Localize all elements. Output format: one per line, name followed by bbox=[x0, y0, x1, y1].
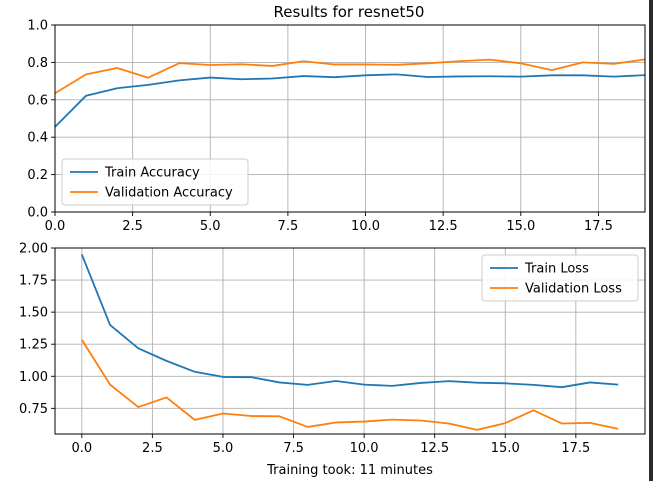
plot2-axes-frame bbox=[54, 247, 646, 435]
plot2-x-tick-label: 5.0 bbox=[213, 441, 234, 456]
plot1-y-tick-label: 0.0 bbox=[27, 206, 48, 221]
plot1-y-tick-label: 0.2 bbox=[27, 168, 48, 183]
plot2-legend-box bbox=[481, 254, 639, 302]
plot1-y-tick-label: 0.6 bbox=[27, 93, 48, 108]
plot1-x-tick-label: 2.5 bbox=[122, 219, 143, 234]
plot1-x-tick-label: 17.5 bbox=[584, 219, 613, 234]
plot1-legend-box bbox=[61, 158, 249, 206]
plot2-y-tick-label: 1.00 bbox=[19, 370, 48, 385]
plot1-y-tick-label: 0.8 bbox=[27, 56, 48, 71]
plot1-series-line-validation-accuracy bbox=[55, 58, 645, 95]
plot2-y-tick-label: 2.00 bbox=[19, 242, 48, 257]
plot1-x-tick-label: 12.5 bbox=[429, 219, 458, 234]
plot2-x-tick-label: 7.5 bbox=[283, 441, 304, 456]
plot2-x-tick-label: 10.0 bbox=[350, 441, 379, 456]
plot1-x-tick-label: 5.0 bbox=[200, 219, 221, 234]
plot2-y-tick-label: 1.75 bbox=[19, 274, 48, 289]
plot2-series-line-train-loss bbox=[80, 254, 619, 389]
plot2-legend-label-validation-loss: Validation Loss bbox=[525, 282, 622, 297]
plot2-y-tick-label: 0.75 bbox=[19, 402, 48, 417]
plot1-x-tick-label: 15.0 bbox=[506, 219, 535, 234]
plot2-x-tick-label: 12.5 bbox=[420, 441, 449, 456]
plot1-y-tick-label: 1.0 bbox=[27, 19, 48, 34]
plot1-legend-label-train-accuracy: Train Accuracy bbox=[104, 166, 200, 181]
plot1-x-tick-label: 10.0 bbox=[351, 219, 380, 234]
window-edge bbox=[649, 0, 653, 481]
plot2-x-tick-label: 0.0 bbox=[71, 441, 92, 456]
plot2-x-tick-label: 15.0 bbox=[491, 441, 520, 456]
x-axis-label: Training took: 11 minutes bbox=[266, 463, 433, 478]
plot2-series-line-validation-loss bbox=[81, 339, 619, 431]
plot2-y-tick-label: 1.50 bbox=[19, 306, 48, 321]
plot1-series-line-train-accuracy bbox=[55, 73, 645, 128]
plot1-axes-frame bbox=[54, 24, 646, 213]
plot2-x-tick-label: 17.5 bbox=[561, 441, 590, 456]
plot2-x-tick-label: 2.5 bbox=[142, 441, 163, 456]
plot1-x-tick-label: 7.5 bbox=[278, 219, 299, 234]
chart-title: Results for resnet50 bbox=[274, 3, 425, 21]
plot1-x-tick-label: 0.0 bbox=[45, 219, 66, 234]
plot2-legend-label-train-loss: Train Loss bbox=[524, 262, 589, 277]
plot1-y-tick-label: 0.4 bbox=[27, 131, 48, 146]
plot2-y-tick-label: 1.25 bbox=[19, 338, 48, 353]
plot1-legend-label-validation-accuracy: Validation Accuracy bbox=[105, 186, 233, 201]
